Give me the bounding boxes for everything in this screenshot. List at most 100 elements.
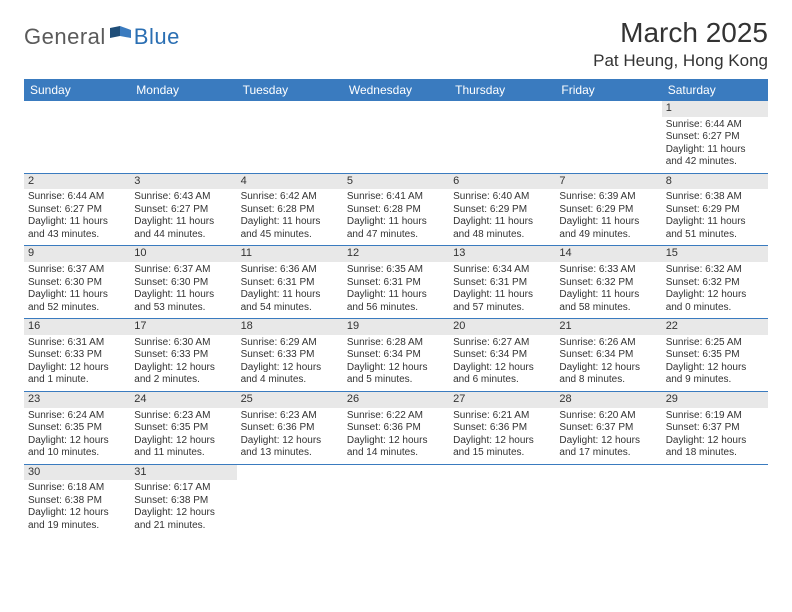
calendar-day-cell: 21Sunrise: 6:26 AMSunset: 6:34 PMDayligh… <box>555 319 661 392</box>
calendar-day-cell: 31Sunrise: 6:17 AMSunset: 6:38 PMDayligh… <box>130 464 236 536</box>
sunrise-line: Sunrise: 6:26 AM <box>559 337 657 350</box>
calendar-table: Sunday Monday Tuesday Wednesday Thursday… <box>24 79 768 537</box>
day-number: 26 <box>343 392 449 408</box>
daylight-line: Daylight: 12 hours and 10 minutes. <box>28 435 126 460</box>
calendar-day-cell <box>237 101 343 173</box>
day-number: 31 <box>130 465 236 481</box>
day-number: 7 <box>555 174 661 190</box>
weekday-header: Tuesday <box>237 79 343 101</box>
sunset-line: Sunset: 6:33 PM <box>241 349 339 362</box>
daylight-line: Daylight: 12 hours and 1 minute. <box>28 362 126 387</box>
calendar-day-cell <box>662 464 768 536</box>
day-number: 6 <box>449 174 555 190</box>
sunset-line: Sunset: 6:31 PM <box>347 277 445 290</box>
sunset-line: Sunset: 6:32 PM <box>666 277 764 290</box>
sunrise-line: Sunrise: 6:29 AM <box>241 337 339 350</box>
day-number: 27 <box>449 392 555 408</box>
sunrise-line: Sunrise: 6:28 AM <box>347 337 445 350</box>
calendar-day-cell: 26Sunrise: 6:22 AMSunset: 6:36 PMDayligh… <box>343 391 449 464</box>
daylight-line: Daylight: 12 hours and 4 minutes. <box>241 362 339 387</box>
day-number: 24 <box>130 392 236 408</box>
sunrise-line: Sunrise: 6:25 AM <box>666 337 764 350</box>
calendar-day-cell: 29Sunrise: 6:19 AMSunset: 6:37 PMDayligh… <box>662 391 768 464</box>
daylight-line: Daylight: 11 hours and 57 minutes. <box>453 289 551 314</box>
daylight-line: Daylight: 12 hours and 5 minutes. <box>347 362 445 387</box>
daylight-line: Daylight: 11 hours and 54 minutes. <box>241 289 339 314</box>
calendar-day-cell <box>343 101 449 173</box>
sunrise-line: Sunrise: 6:23 AM <box>134 410 232 423</box>
calendar-day-cell: 15Sunrise: 6:32 AMSunset: 6:32 PMDayligh… <box>662 246 768 319</box>
daylight-line: Daylight: 12 hours and 0 minutes. <box>666 289 764 314</box>
day-number: 17 <box>130 319 236 335</box>
daylight-line: Daylight: 11 hours and 42 minutes. <box>666 144 764 169</box>
sunrise-line: Sunrise: 6:44 AM <box>666 119 764 132</box>
calendar-day-cell: 4Sunrise: 6:42 AMSunset: 6:28 PMDaylight… <box>237 173 343 246</box>
day-number: 9 <box>24 246 130 262</box>
calendar-day-cell: 20Sunrise: 6:27 AMSunset: 6:34 PMDayligh… <box>449 319 555 392</box>
sunset-line: Sunset: 6:35 PM <box>666 349 764 362</box>
sunset-line: Sunset: 6:36 PM <box>241 422 339 435</box>
sunrise-line: Sunrise: 6:43 AM <box>134 191 232 204</box>
sunrise-line: Sunrise: 6:17 AM <box>134 482 232 495</box>
flag-icon <box>110 26 132 40</box>
calendar-day-cell: 24Sunrise: 6:23 AMSunset: 6:35 PMDayligh… <box>130 391 236 464</box>
day-number: 30 <box>24 465 130 481</box>
calendar-day-cell: 8Sunrise: 6:38 AMSunset: 6:29 PMDaylight… <box>662 173 768 246</box>
day-number: 10 <box>130 246 236 262</box>
calendar-week-row: 23Sunrise: 6:24 AMSunset: 6:35 PMDayligh… <box>24 391 768 464</box>
daylight-line: Daylight: 11 hours and 43 minutes. <box>28 216 126 241</box>
daylight-line: Daylight: 11 hours and 45 minutes. <box>241 216 339 241</box>
daylight-line: Daylight: 12 hours and 8 minutes. <box>559 362 657 387</box>
daylight-line: Daylight: 11 hours and 44 minutes. <box>134 216 232 241</box>
sunset-line: Sunset: 6:35 PM <box>134 422 232 435</box>
sunrise-line: Sunrise: 6:22 AM <box>347 410 445 423</box>
sunset-line: Sunset: 6:27 PM <box>28 204 126 217</box>
title-block: March 2025 Pat Heung, Hong Kong <box>593 18 768 71</box>
calendar-day-cell <box>449 464 555 536</box>
day-number: 2 <box>24 174 130 190</box>
sunset-line: Sunset: 6:28 PM <box>347 204 445 217</box>
sunrise-line: Sunrise: 6:30 AM <box>134 337 232 350</box>
daylight-line: Daylight: 11 hours and 49 minutes. <box>559 216 657 241</box>
day-number: 18 <box>237 319 343 335</box>
calendar-day-cell: 2Sunrise: 6:44 AMSunset: 6:27 PMDaylight… <box>24 173 130 246</box>
calendar-day-cell: 11Sunrise: 6:36 AMSunset: 6:31 PMDayligh… <box>237 246 343 319</box>
sunset-line: Sunset: 6:31 PM <box>453 277 551 290</box>
sunrise-line: Sunrise: 6:27 AM <box>453 337 551 350</box>
day-number: 19 <box>343 319 449 335</box>
calendar-day-cell <box>130 101 236 173</box>
daylight-line: Daylight: 11 hours and 56 minutes. <box>347 289 445 314</box>
calendar-day-cell: 30Sunrise: 6:18 AMSunset: 6:38 PMDayligh… <box>24 464 130 536</box>
day-number: 20 <box>449 319 555 335</box>
calendar-day-cell <box>555 101 661 173</box>
day-number: 8 <box>662 174 768 190</box>
location: Pat Heung, Hong Kong <box>593 51 768 71</box>
calendar-day-cell: 23Sunrise: 6:24 AMSunset: 6:35 PMDayligh… <box>24 391 130 464</box>
weekday-header-row: Sunday Monday Tuesday Wednesday Thursday… <box>24 79 768 101</box>
sunrise-line: Sunrise: 6:44 AM <box>28 191 126 204</box>
calendar-day-cell: 5Sunrise: 6:41 AMSunset: 6:28 PMDaylight… <box>343 173 449 246</box>
sunrise-line: Sunrise: 6:37 AM <box>134 264 232 277</box>
daylight-line: Daylight: 12 hours and 9 minutes. <box>666 362 764 387</box>
day-number: 4 <box>237 174 343 190</box>
weekday-header: Sunday <box>24 79 130 101</box>
daylight-line: Daylight: 11 hours and 52 minutes. <box>28 289 126 314</box>
calendar-day-cell: 28Sunrise: 6:20 AMSunset: 6:37 PMDayligh… <box>555 391 661 464</box>
sunset-line: Sunset: 6:34 PM <box>347 349 445 362</box>
daylight-line: Daylight: 12 hours and 2 minutes. <box>134 362 232 387</box>
sunrise-line: Sunrise: 6:34 AM <box>453 264 551 277</box>
sunset-line: Sunset: 6:28 PM <box>241 204 339 217</box>
calendar-day-cell: 10Sunrise: 6:37 AMSunset: 6:30 PMDayligh… <box>130 246 236 319</box>
daylight-line: Daylight: 11 hours and 53 minutes. <box>134 289 232 314</box>
sunrise-line: Sunrise: 6:41 AM <box>347 191 445 204</box>
day-number: 28 <box>555 392 661 408</box>
calendar-day-cell: 13Sunrise: 6:34 AMSunset: 6:31 PMDayligh… <box>449 246 555 319</box>
day-number: 25 <box>237 392 343 408</box>
logo: General Blue <box>24 24 180 50</box>
sunrise-line: Sunrise: 6:35 AM <box>347 264 445 277</box>
calendar-page: General Blue March 2025 Pat Heung, Hong … <box>0 0 792 546</box>
sunset-line: Sunset: 6:29 PM <box>666 204 764 217</box>
calendar-day-cell: 7Sunrise: 6:39 AMSunset: 6:29 PMDaylight… <box>555 173 661 246</box>
sunrise-line: Sunrise: 6:24 AM <box>28 410 126 423</box>
day-number: 3 <box>130 174 236 190</box>
